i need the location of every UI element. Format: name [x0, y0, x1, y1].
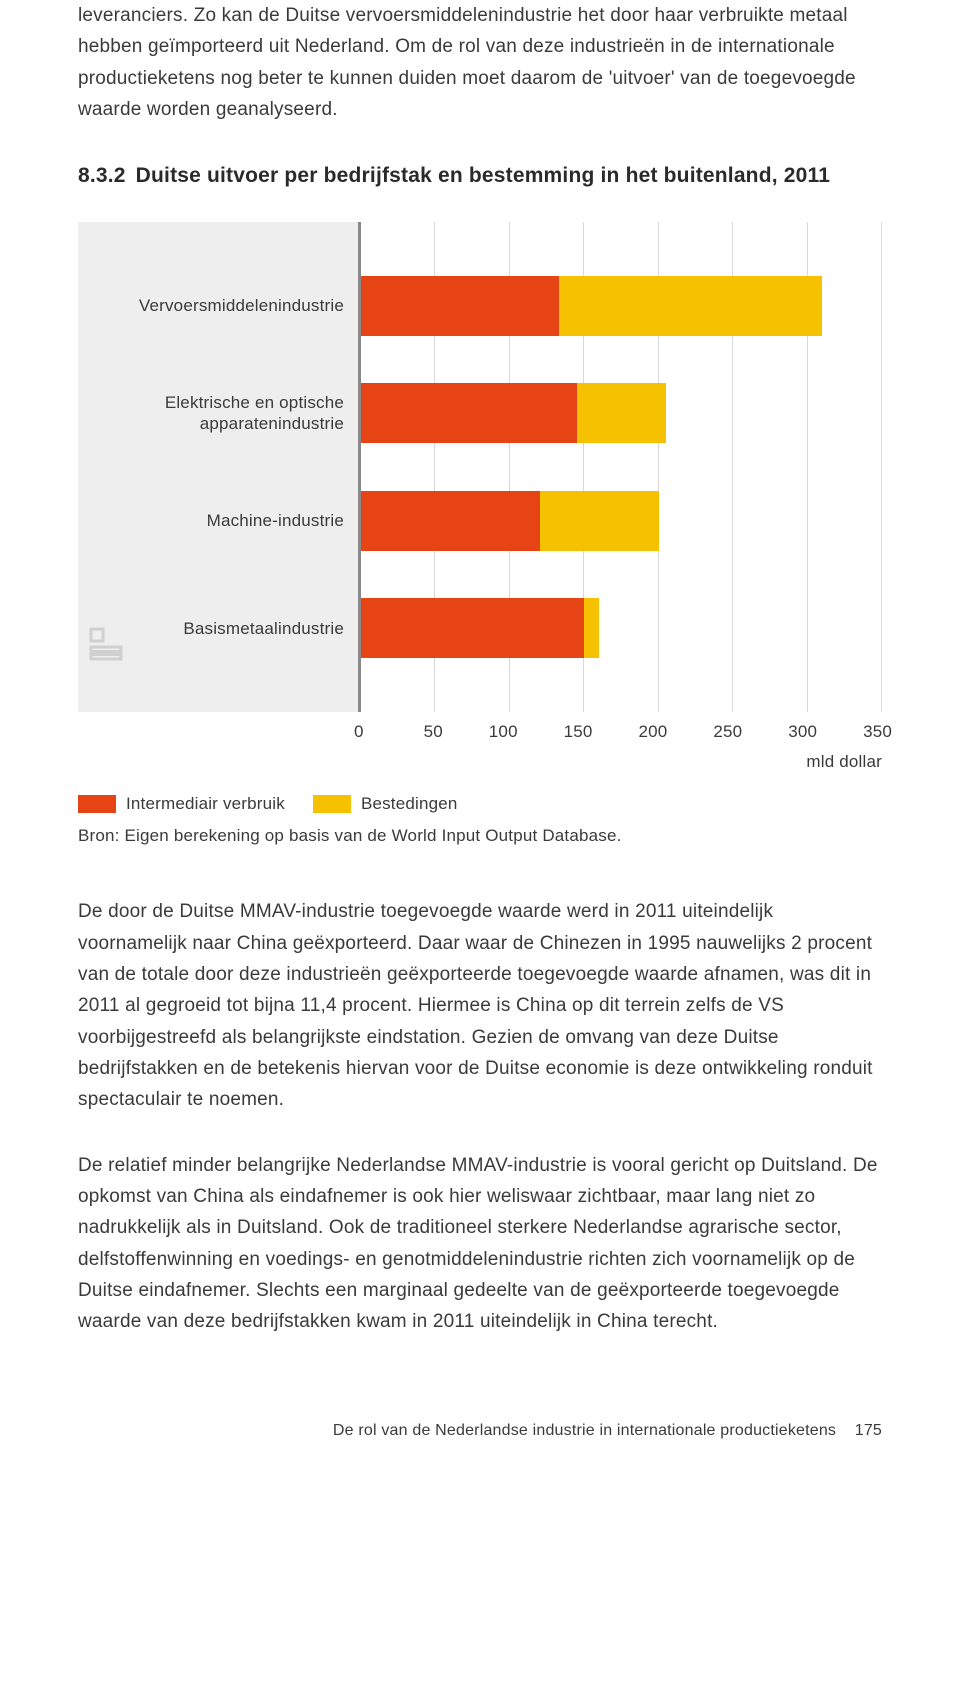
bar-row [361, 276, 882, 336]
bar-segment [584, 598, 599, 658]
x-tick: 200 [583, 712, 658, 746]
bar-segment [361, 276, 559, 336]
bar-segment [361, 383, 577, 443]
legend-label: Intermediair verbruik [126, 790, 285, 818]
legend-swatch-icon [78, 795, 116, 813]
x-axis: 0 50 100 150 200 250 300 350 [358, 712, 882, 746]
bars-container [361, 222, 882, 712]
chart-title-text: Duitse uitvoer per bedrijfstak en bestem… [136, 164, 830, 187]
bar-segment [540, 491, 659, 551]
y-axis-panel: Vervoersmiddelenindustrie Elektrische en… [78, 222, 358, 712]
legend-swatch-icon [313, 795, 351, 813]
x-tick: 300 [732, 712, 807, 746]
bar-segment [361, 598, 584, 658]
legend-item: Bestedingen [313, 790, 458, 818]
x-tick: 250 [657, 712, 732, 746]
cbs-logo-icon [88, 626, 124, 672]
bar-segment [559, 276, 822, 336]
footer-text: De rol van de Nederlandse industrie in i… [333, 1422, 836, 1439]
body-paragraph: De relatief minder belangrijke Nederland… [78, 1150, 882, 1338]
y-label: Elektrische en optische apparatenindustr… [86, 383, 344, 443]
legend-label: Bestedingen [361, 790, 458, 818]
intro-paragraph: leveranciers. Zo kan de Duitse vervoersm… [78, 0, 882, 125]
export-chart: Vervoersmiddelenindustrie Elektrische en… [78, 222, 882, 776]
y-label: Vervoersmiddelenindustrie [86, 276, 344, 336]
bar-row [361, 598, 882, 658]
chart-body: Vervoersmiddelenindustrie Elektrische en… [78, 222, 882, 712]
bar-segment [577, 383, 666, 443]
page-number: 175 [855, 1422, 882, 1439]
chart-title: 8.3.2 Duitse uitvoer per bedrijfstak en b… [78, 159, 882, 194]
x-tick: 350 [807, 712, 882, 746]
plot-area [358, 222, 882, 712]
y-label: Machine-industrie [86, 491, 344, 551]
y-label: Basismetaalindustrie [86, 598, 344, 658]
legend-item: Intermediair verbruik [78, 790, 285, 818]
body-paragraph: De door de Duitse MMAV-industrie toegevo… [78, 896, 882, 1115]
chart-source: Bron: Eigen berekening op basis van de W… [78, 822, 882, 850]
x-tick: 100 [433, 712, 508, 746]
x-axis-unit: mld dollar [78, 748, 882, 776]
chart-legend: Intermediair verbruik Bestedingen [78, 790, 882, 818]
bar-row [361, 491, 882, 551]
x-tick: 150 [508, 712, 583, 746]
page-footer: De rol van de Nederlandse industrie in i… [78, 1418, 882, 1444]
chart-number: 8.3.2 [78, 164, 126, 187]
bar-row [361, 383, 882, 443]
x-tick: 50 [358, 712, 433, 746]
bar-segment [361, 491, 540, 551]
